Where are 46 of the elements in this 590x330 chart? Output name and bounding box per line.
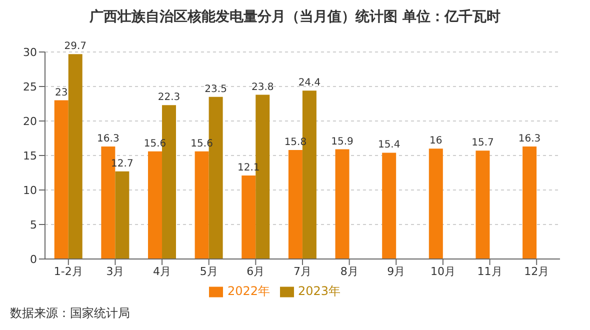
y-tick-label: 10 xyxy=(23,184,37,197)
x-tick-label: 1-2月 xyxy=(54,264,83,278)
data-label: 23.5 xyxy=(204,84,227,95)
data-label: 29.7 xyxy=(64,41,86,52)
chart-title: 广西壮族自治区核能发电量分月（当月值）统计图 单位：亿千瓦时 xyxy=(88,8,502,26)
bar xyxy=(522,146,537,259)
data-label: 22.3 xyxy=(158,92,180,104)
y-tick-label: 0 xyxy=(30,252,37,266)
bar xyxy=(382,152,396,259)
legend-label: 2022年 xyxy=(227,284,270,298)
bar xyxy=(335,149,350,259)
x-tick-label: 10月 xyxy=(430,264,456,278)
data-label: 15.4 xyxy=(378,140,400,151)
data-label: 15.7 xyxy=(472,138,494,149)
y-tick-label: 25 xyxy=(23,80,37,94)
data-label: 24.4 xyxy=(298,78,321,89)
data-label: 16 xyxy=(430,136,442,147)
bar xyxy=(68,54,82,259)
data-label: 16.3 xyxy=(518,134,541,145)
data-label: 23 xyxy=(54,87,68,98)
x-tick-label: 9月 xyxy=(387,264,406,278)
x-tick-label: 5月 xyxy=(200,264,218,278)
x-tick-label: 7月 xyxy=(294,264,312,278)
y-tick-label: 20 xyxy=(23,114,37,128)
bar xyxy=(476,150,490,259)
bar xyxy=(115,171,130,259)
bar xyxy=(148,151,162,259)
source-note: 数据来源：国家统计局 xyxy=(10,305,130,322)
y-tick-label: 15 xyxy=(23,149,37,162)
x-tick-label: 4月 xyxy=(153,264,172,278)
data-label: 16.3 xyxy=(97,134,120,145)
bar xyxy=(194,151,209,259)
x-tick-label: 3月 xyxy=(106,264,124,278)
x-tick-label: 6月 xyxy=(246,264,265,278)
bar xyxy=(288,150,302,259)
bar xyxy=(428,148,443,259)
y-tick-label: 30 xyxy=(23,46,37,59)
data-label: 15.9 xyxy=(331,136,354,148)
data-label: 23.8 xyxy=(252,82,274,93)
x-tick-label: 12月 xyxy=(524,264,550,278)
bar xyxy=(54,100,68,259)
x-tick-label: 11月 xyxy=(477,264,502,278)
bar xyxy=(242,176,256,259)
legend-label: 2023年 xyxy=(298,284,341,298)
y-tick-label: 5 xyxy=(30,218,37,232)
x-tick-label: 8月 xyxy=(340,264,358,278)
